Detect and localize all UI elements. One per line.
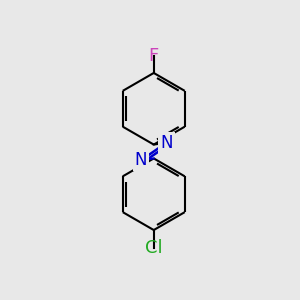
Text: Cl: Cl — [145, 239, 163, 257]
Text: F: F — [148, 46, 159, 64]
Text: N: N — [135, 151, 147, 169]
Text: N: N — [160, 134, 173, 152]
